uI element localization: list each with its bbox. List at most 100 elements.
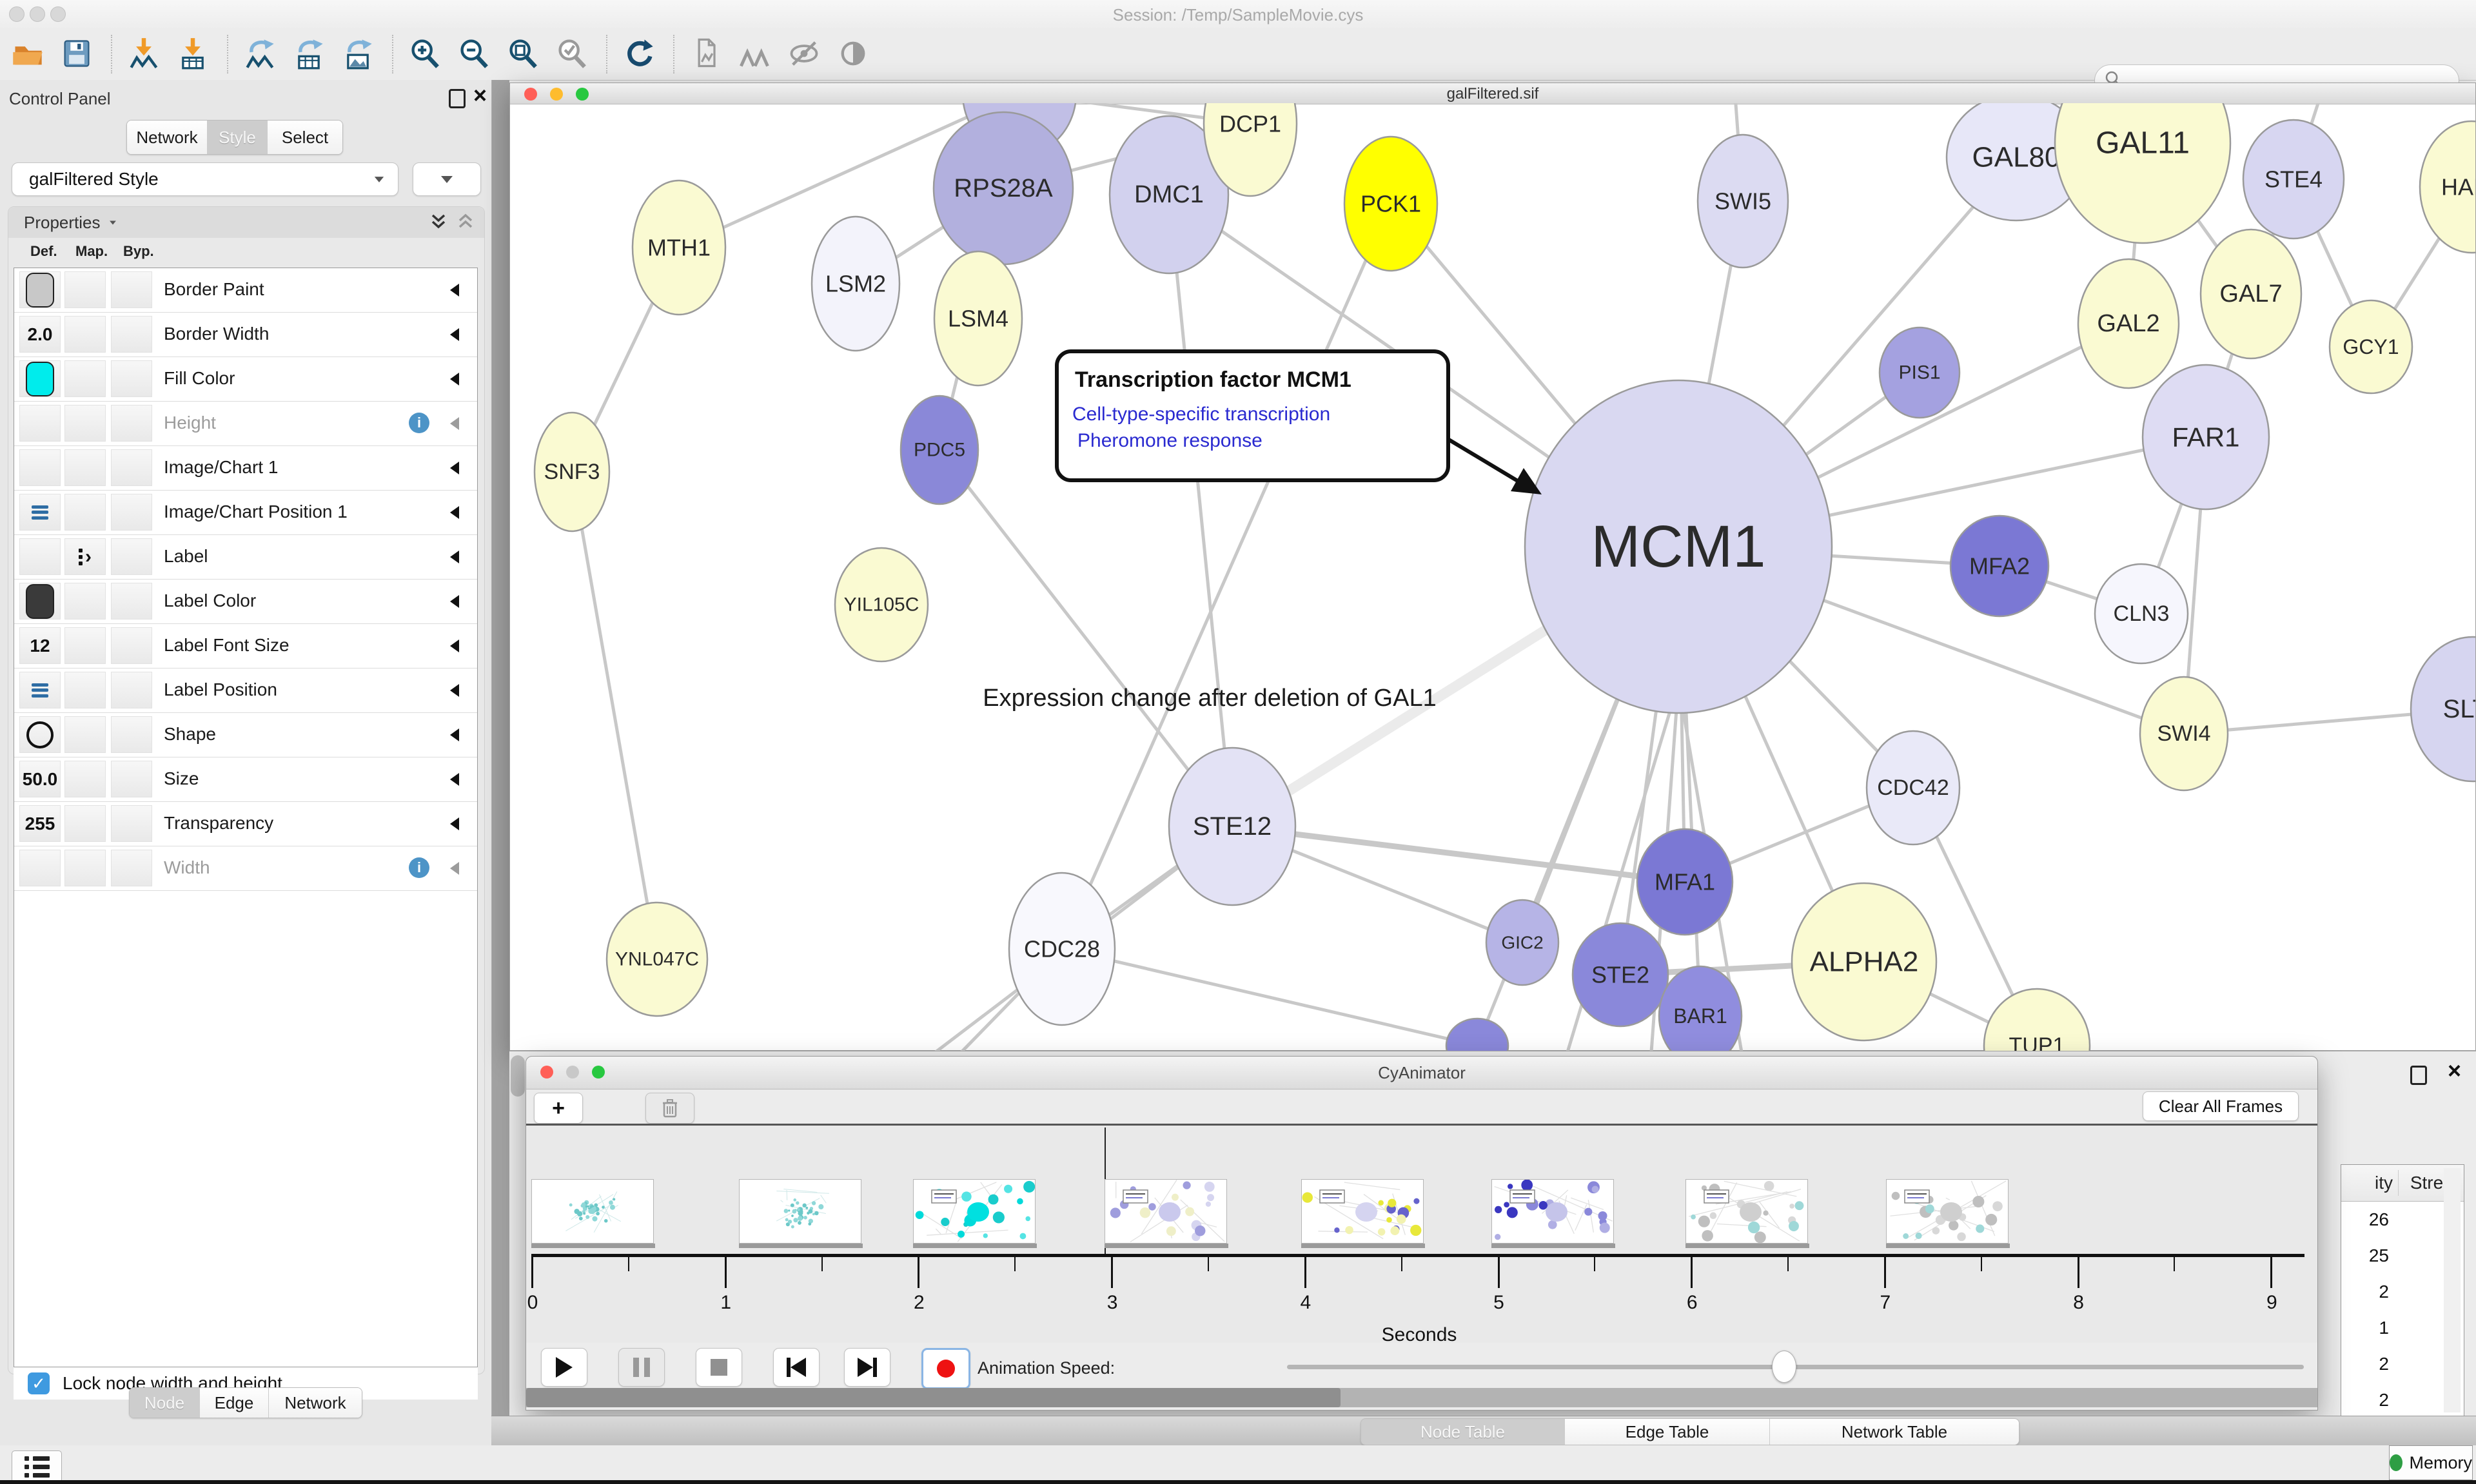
- record-button[interactable]: [921, 1348, 970, 1389]
- network-node-cdc42[interactable]: CDC42: [1865, 730, 1961, 846]
- network-canvas[interactable]: RPS28A DMC1 DCP1 PCK1 SWI5 GAL80 GAL11 STE4 HAP2…: [510, 103, 2475, 1051]
- network-node-swi4[interactable]: SWI4: [2139, 676, 2229, 792]
- network-node-cdc28[interactable]: CDC28: [1008, 872, 1116, 1026]
- properties-header[interactable]: Properties: [8, 207, 484, 238]
- frame-thumbnail-3[interactable]: [913, 1179, 1036, 1244]
- network-node-snf3[interactable]: SNF3: [533, 411, 611, 532]
- expand-row-icon[interactable]: [450, 773, 459, 786]
- tab-network[interactable]: Network: [127, 121, 208, 154]
- property-row-border-width[interactable]: 2.0 Border Width: [14, 313, 477, 357]
- default-value-cell[interactable]: [19, 716, 61, 753]
- default-value-cell[interactable]: [19, 360, 61, 397]
- frame-thumbnail-2[interactable]: [739, 1179, 861, 1244]
- default-value-cell[interactable]: [19, 271, 61, 308]
- bypass-cell[interactable]: [111, 850, 152, 886]
- expand-row-icon[interactable]: [450, 817, 459, 830]
- mapping-cell[interactable]: [64, 494, 106, 531]
- network-node-ynl047c[interactable]: YNL047C: [605, 901, 709, 1017]
- frame-thumbnail-8[interactable]: [1886, 1179, 2009, 1244]
- table-scrollbar-thumb[interactable]: [511, 1055, 525, 1097]
- mapping-cell[interactable]: [64, 360, 106, 397]
- property-row-width[interactable]: Width i: [14, 846, 477, 891]
- app-close-icon[interactable]: [9, 6, 25, 22]
- bypass-cell[interactable]: [111, 761, 152, 797]
- network-node-lsm4[interactable]: LSM4: [933, 250, 1023, 387]
- property-row-image-chart-1[interactable]: Image/Chart 1: [14, 446, 477, 491]
- expand-row-icon[interactable]: [450, 684, 459, 697]
- zoom-in-icon[interactable]: [408, 36, 442, 71]
- zoom-out-icon[interactable]: [457, 36, 491, 71]
- default-value-cell[interactable]: [19, 494, 61, 531]
- network-node-gal7[interactable]: GAL7: [2199, 228, 2303, 360]
- expand-row-icon[interactable]: [450, 462, 459, 474]
- zoom-icon[interactable]: [576, 88, 589, 101]
- mapping-cell[interactable]: ›: [64, 538, 106, 575]
- tab-select[interactable]: Select: [268, 121, 342, 154]
- network-node-gal11[interactable]: GAL11: [2054, 103, 2232, 244]
- network-edge[interactable]: [938, 449, 1233, 828]
- tab-style[interactable]: Style: [208, 121, 268, 154]
- style-dropdown[interactable]: galFiltered Style: [12, 162, 398, 196]
- network-window-titlebar[interactable]: galFiltered.sif: [510, 83, 2475, 104]
- minimize-icon[interactable]: [550, 88, 563, 101]
- table-row[interactable]: 2: [2379, 1282, 2389, 1302]
- export-network-icon[interactable]: [242, 36, 277, 71]
- control-panel-float-icon[interactable]: [449, 89, 466, 108]
- bypass-cell[interactable]: [111, 449, 152, 486]
- network-node-pis1[interactable]: PIS1: [1878, 326, 1961, 419]
- bypass-cell[interactable]: [111, 494, 152, 531]
- close-icon[interactable]: [540, 1066, 553, 1079]
- network-edge[interactable]: [1061, 947, 1478, 1048]
- bypass-cell[interactable]: [111, 405, 152, 442]
- mapping-cell[interactable]: [64, 850, 106, 886]
- network-node-dmc1[interactable]: DMC1: [1108, 115, 1230, 275]
- property-row-label-font-size[interactable]: 12 Label Font Size: [14, 624, 477, 669]
- table-row[interactable]: 25: [2368, 1245, 2389, 1265]
- property-row-label[interactable]: › Label: [14, 535, 477, 580]
- play-button[interactable]: [541, 1348, 587, 1387]
- network-node-yil105c[interactable]: YIL105C: [834, 547, 929, 663]
- default-value-cell[interactable]: [19, 538, 61, 575]
- expand-all-icon[interactable]: [429, 210, 448, 235]
- app-zoom-icon[interactable]: [50, 6, 66, 22]
- expand-row-icon[interactable]: [450, 728, 459, 741]
- animation-speed-knob[interactable]: [1772, 1351, 1796, 1383]
- lock-size-checkbox[interactable]: ✓: [28, 1372, 50, 1394]
- expand-row-icon[interactable]: [450, 595, 459, 608]
- default-value-cell[interactable]: [19, 583, 61, 620]
- tab-network[interactable]: Network: [269, 1388, 362, 1418]
- expand-row-icon[interactable]: [450, 417, 459, 430]
- network-node-mfa1[interactable]: MFA1: [1636, 828, 1734, 936]
- network-node-lsm2[interactable]: LSM2: [811, 215, 901, 352]
- mapping-cell[interactable]: [64, 271, 106, 308]
- network-node-ste2[interactable]: STE2: [1571, 922, 1669, 1028]
- timeline-hscrollbar-thumb[interactable]: [526, 1388, 1341, 1407]
- property-row-image-chart-position-1[interactable]: Image/Chart Position 1: [14, 491, 477, 535]
- default-value-cell[interactable]: 12: [19, 627, 61, 664]
- mapping-cell[interactable]: [64, 449, 106, 486]
- minimize-icon[interactable]: [566, 1066, 579, 1079]
- export-table-icon[interactable]: [291, 36, 326, 71]
- network-edge[interactable]: [1167, 194, 1234, 827]
- property-row-fill-color[interactable]: Fill Color: [14, 357, 477, 402]
- stop-button[interactable]: [696, 1348, 742, 1387]
- network-node-dcp1[interactable]: DCP1: [1203, 103, 1298, 197]
- import-table-icon[interactable]: [175, 36, 210, 71]
- frame-thumbnail-6[interactable]: [1491, 1179, 1614, 1244]
- default-value-cell[interactable]: [19, 405, 61, 442]
- network-node-cln3[interactable]: CLN3: [2094, 563, 2189, 665]
- bypass-cell[interactable]: [111, 271, 152, 308]
- network-node-mfa2[interactable]: MFA2: [1949, 514, 2050, 618]
- bypass-cell[interactable]: [111, 716, 152, 753]
- tab-network-table[interactable]: Network Table: [1770, 1419, 2019, 1445]
- tab-edge[interactable]: Edge: [200, 1388, 269, 1418]
- network-node-tup1[interactable]: TUP1: [1983, 988, 2091, 1051]
- network-node-cutb[interactable]: [1445, 1017, 1509, 1051]
- network-edge[interactable]: [1060, 202, 1393, 950]
- table-panel-close-icon[interactable]: ×: [2448, 1057, 2462, 1084]
- default-value-cell[interactable]: [19, 850, 61, 886]
- frame-thumbnail-1[interactable]: [531, 1179, 654, 1244]
- table-panel-float-icon[interactable]: [2410, 1066, 2427, 1085]
- network-node-bar1[interactable]: BAR1: [1658, 965, 1743, 1051]
- control-panel-close-icon[interactable]: ×: [473, 82, 487, 108]
